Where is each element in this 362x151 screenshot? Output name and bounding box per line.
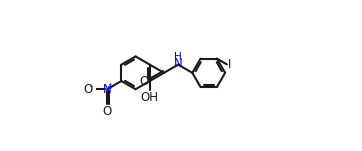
- Text: O: O: [84, 83, 93, 96]
- Text: +: +: [106, 82, 113, 91]
- Text: O: O: [102, 105, 112, 118]
- Text: OH: OH: [141, 92, 159, 104]
- Text: N: N: [174, 57, 182, 70]
- Text: I: I: [228, 58, 232, 71]
- Text: H: H: [174, 52, 182, 62]
- Text: O: O: [139, 75, 148, 88]
- Text: N: N: [103, 83, 111, 96]
- Text: -: -: [89, 82, 93, 91]
